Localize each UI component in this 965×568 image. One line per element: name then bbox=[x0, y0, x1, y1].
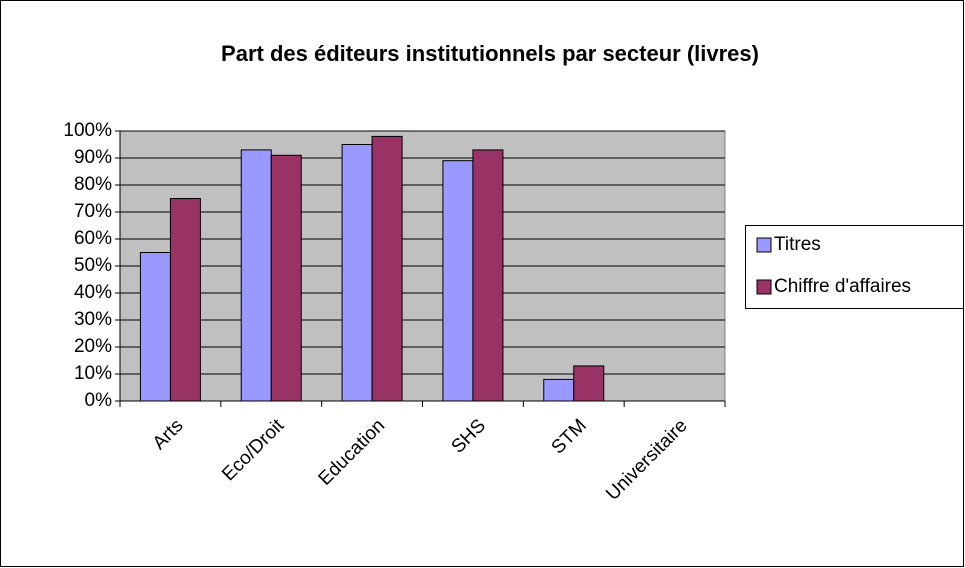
y-tick-label: 100% bbox=[63, 120, 112, 141]
y-tick-label: 70% bbox=[74, 201, 112, 222]
y-tick-label: 10% bbox=[74, 363, 112, 384]
legend-swatch bbox=[756, 279, 772, 295]
legend-label: Titres bbox=[774, 234, 821, 255]
bar bbox=[573, 365, 605, 402]
bar bbox=[341, 144, 373, 402]
y-tick-label: 40% bbox=[74, 282, 112, 303]
chart-title: Part des éditeurs institutionnels par se… bbox=[221, 41, 759, 66]
bar bbox=[472, 149, 504, 402]
bar bbox=[371, 135, 403, 402]
bar bbox=[270, 154, 302, 402]
bar bbox=[442, 160, 474, 402]
y-tick-label: 90% bbox=[74, 147, 112, 168]
bar bbox=[240, 149, 272, 402]
legend-label: Chiffre d'affaires bbox=[774, 276, 911, 297]
y-tick-label: 20% bbox=[74, 336, 112, 357]
y-tick-label: 30% bbox=[74, 309, 112, 330]
y-tick-label: 80% bbox=[74, 174, 112, 195]
y-tick-label: 50% bbox=[74, 255, 112, 276]
bar bbox=[169, 198, 201, 402]
bar bbox=[139, 252, 171, 402]
y-tick-label: 0% bbox=[85, 390, 113, 411]
legend bbox=[745, 225, 964, 309]
bar bbox=[543, 378, 575, 402]
legend-swatch bbox=[756, 237, 772, 253]
y-tick-label: 60% bbox=[74, 228, 112, 249]
